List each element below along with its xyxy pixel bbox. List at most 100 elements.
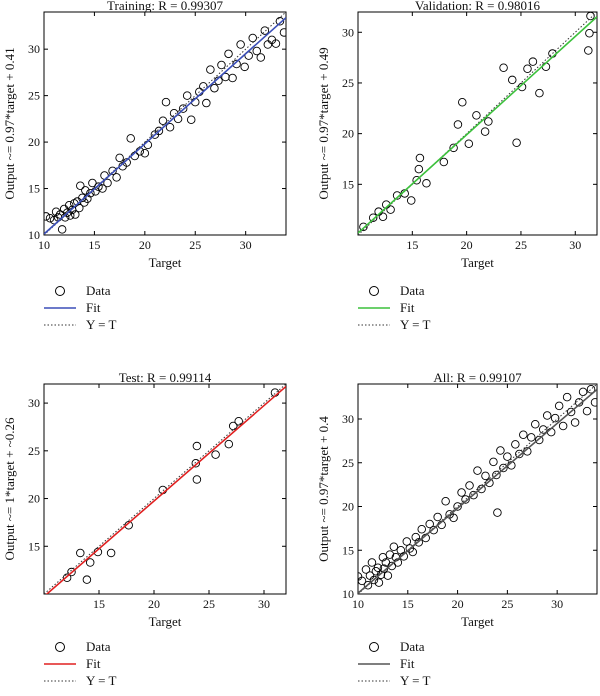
plot-frame	[43, 383, 287, 595]
data-point	[496, 446, 505, 455]
data-point	[86, 188, 95, 198]
data-point	[271, 39, 281, 48]
legend: Data Fit Y = T	[44, 639, 117, 688]
x-tick-label: 15	[93, 597, 105, 611]
data-point	[582, 406, 592, 416]
data-point	[82, 575, 92, 584]
data-point	[534, 435, 544, 445]
data-point	[503, 452, 512, 461]
data-point	[106, 548, 116, 558]
data-point	[590, 398, 597, 407]
data-point	[485, 478, 494, 488]
plot-frame	[357, 383, 598, 595]
data-point	[88, 178, 97, 188]
y-tick-label: 20	[28, 492, 40, 506]
chart-title: Training: R = 0.99307	[107, 0, 223, 13]
data-point	[252, 46, 262, 56]
plot-frame	[357, 11, 598, 236]
data-point	[469, 490, 478, 500]
data-point	[489, 457, 498, 467]
data-point	[44, 212, 51, 221]
x-axis-label: Target	[149, 614, 182, 629]
data-point	[206, 65, 215, 74]
data-point	[260, 26, 270, 35]
data-point	[359, 222, 368, 232]
data-point	[527, 433, 536, 442]
legend: Data Fit Y = T	[358, 639, 431, 688]
legend-data-label: Data	[400, 639, 425, 654]
data-point	[512, 138, 521, 148]
data-point	[528, 57, 538, 66]
legend-data-label: Data	[400, 283, 425, 298]
data-point	[541, 62, 551, 71]
data-point	[217, 60, 226, 70]
fit-line	[45, 385, 286, 594]
data-point	[378, 212, 388, 222]
data-point	[192, 475, 202, 484]
plot-area	[44, 12, 286, 235]
data-point	[228, 73, 237, 83]
data-point	[417, 525, 426, 534]
y-tick-label: 25	[28, 89, 40, 103]
y-tick-label: 20	[342, 127, 354, 141]
data-point	[112, 173, 121, 182]
data-point	[458, 97, 467, 107]
data-point	[473, 466, 482, 475]
panel-3: All: R = 0.99107 10 15 20 25 30 10 15 20 25 30 Targ…	[316, 370, 598, 688]
x-axis-label: Target	[149, 255, 182, 270]
x-tick-label: 10	[352, 597, 364, 611]
data-point	[422, 179, 431, 188]
x-tick-label: 10	[38, 238, 50, 252]
data-point	[224, 439, 234, 449]
x-axis-label: Target	[461, 614, 494, 629]
data-point	[85, 558, 95, 567]
y-tick-label: 10	[342, 587, 354, 601]
plot-area	[358, 3, 599, 235]
data-point	[358, 576, 367, 586]
data-point	[45, 214, 55, 223]
data-point	[367, 558, 377, 567]
data-point	[373, 563, 383, 573]
data-point	[499, 63, 508, 73]
legend-fit-label: Fit	[400, 656, 415, 671]
data-point	[236, 40, 245, 49]
legend-data-label: Data	[86, 283, 111, 298]
data-point	[65, 211, 75, 220]
data-point	[408, 547, 418, 557]
x-tick-label: 25	[501, 597, 513, 611]
chart-title: Validation: R = 0.98016	[415, 0, 541, 13]
data-point	[98, 184, 107, 193]
data-point	[392, 191, 402, 200]
data-point	[140, 148, 150, 158]
data-point	[369, 575, 379, 585]
data-point	[103, 178, 112, 188]
data-point	[76, 181, 85, 191]
y-tick-label: 30	[28, 42, 40, 56]
panel-1: Validation: R = 0.98016 15 20 25 30 15 20 25 30 T…	[316, 0, 599, 332]
data-point	[586, 12, 595, 21]
plot-frame	[43, 11, 287, 236]
data-point	[115, 153, 124, 163]
y-tick-label: 20	[342, 500, 354, 514]
data-point	[566, 407, 576, 417]
data-point	[415, 153, 425, 163]
y-tick-label: 25	[28, 444, 40, 458]
plot-area	[44, 384, 286, 594]
data-point	[480, 127, 490, 136]
data-point	[389, 542, 399, 552]
legend-fit-label: Fit	[86, 300, 101, 315]
data-point	[75, 203, 84, 213]
fit-line	[358, 388, 597, 594]
y-tick-label: 30	[28, 396, 40, 410]
data-point	[256, 53, 266, 62]
data-point	[202, 98, 211, 108]
x-tick-label: 15	[88, 238, 100, 252]
data-point	[591, 3, 599, 11]
data-point	[484, 117, 493, 126]
x-tick-label: 30	[240, 238, 252, 252]
data-point	[429, 525, 438, 535]
y-tick-label: 15	[28, 539, 40, 553]
data-point	[386, 205, 395, 214]
data-point	[511, 440, 520, 449]
